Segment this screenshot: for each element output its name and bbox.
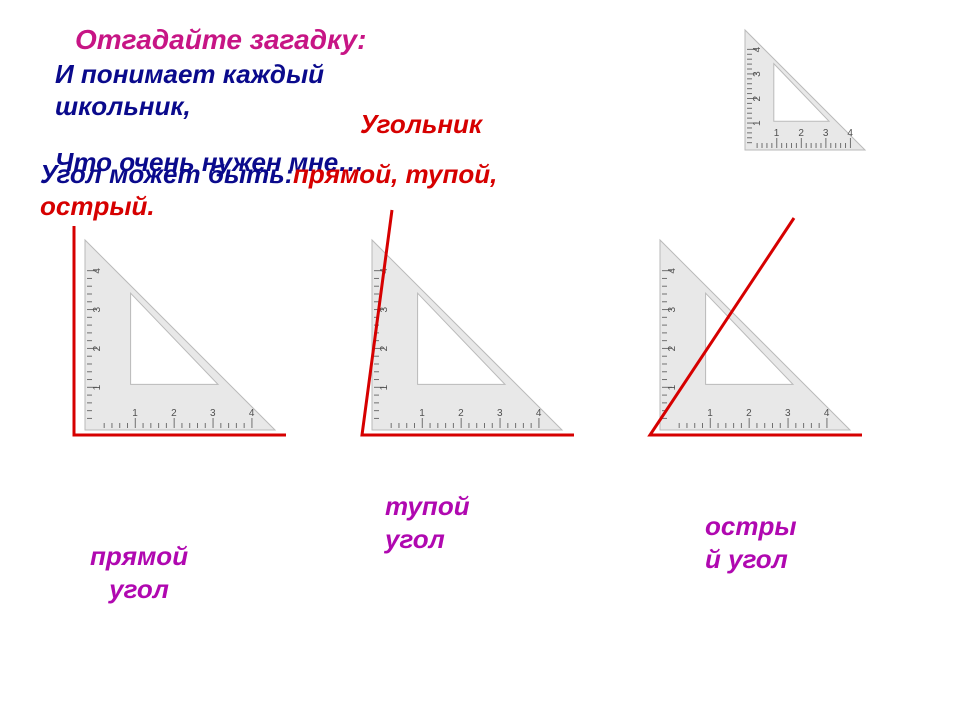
svg-text:4: 4 [92, 268, 103, 274]
svg-text:1: 1 [92, 384, 103, 390]
svg-text:1: 1 [752, 120, 763, 126]
svg-text:2: 2 [746, 408, 752, 419]
svg-text:3: 3 [379, 307, 390, 313]
svg-text:4: 4 [667, 268, 678, 274]
svg-text:4: 4 [847, 128, 853, 139]
svg-text:1: 1 [667, 384, 678, 390]
svg-text:3: 3 [667, 307, 678, 313]
svg-text:3: 3 [785, 408, 791, 419]
svg-text:3: 3 [92, 307, 103, 313]
svg-text:2: 2 [92, 345, 103, 351]
svg-text:1: 1 [379, 384, 390, 390]
svg-text:3: 3 [497, 408, 503, 419]
svg-text:3: 3 [752, 71, 763, 77]
svg-text:1: 1 [774, 128, 780, 139]
svg-text:1: 1 [707, 408, 713, 419]
svg-text:2: 2 [667, 345, 678, 351]
figure-canvas: 12341234123412341234123412341234 [0, 0, 960, 720]
svg-text:2: 2 [458, 408, 464, 419]
svg-text:2: 2 [171, 408, 177, 419]
svg-text:1: 1 [132, 408, 138, 419]
svg-text:4: 4 [536, 408, 542, 419]
svg-text:1: 1 [419, 408, 425, 419]
svg-text:4: 4 [824, 408, 830, 419]
svg-text:3: 3 [823, 128, 829, 139]
svg-text:4: 4 [752, 46, 763, 52]
svg-text:4: 4 [249, 408, 255, 419]
svg-text:2: 2 [798, 128, 804, 139]
svg-text:2: 2 [752, 95, 763, 101]
svg-text:2: 2 [379, 345, 390, 351]
svg-text:3: 3 [210, 408, 216, 419]
